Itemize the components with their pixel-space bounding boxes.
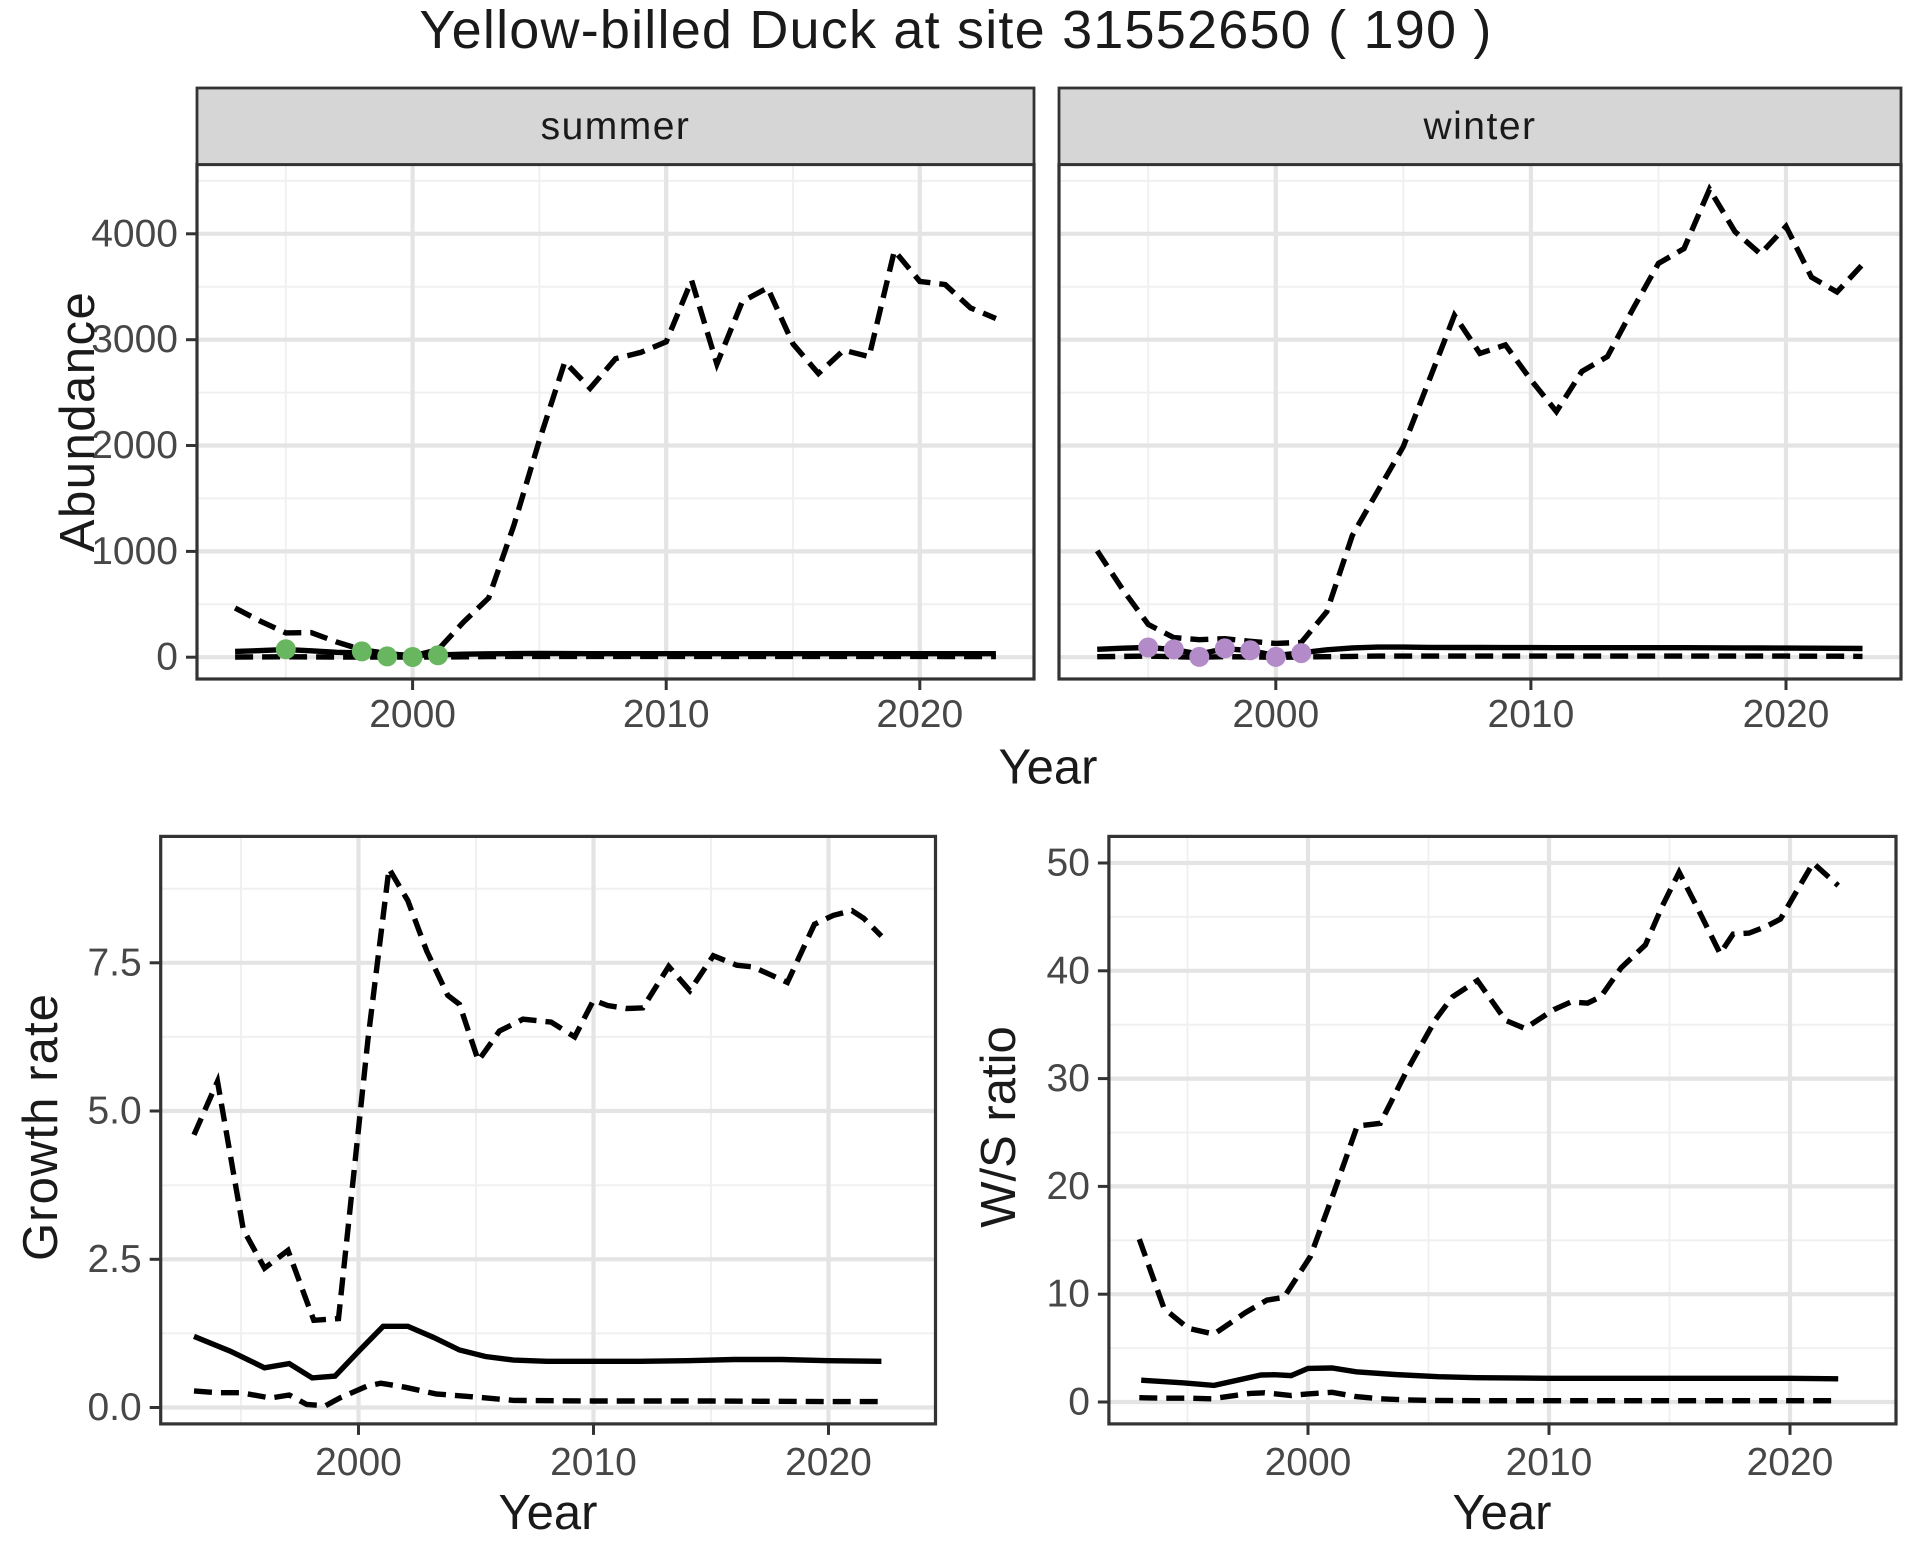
svg-text:30: 30 <box>1047 1057 1090 1100</box>
svg-text:4000: 4000 <box>91 212 178 255</box>
svg-text:3000: 3000 <box>91 318 178 361</box>
svg-text:2000: 2000 <box>315 1441 402 1484</box>
svg-text:2000: 2000 <box>1265 1441 1352 1484</box>
svg-text:0: 0 <box>156 636 178 679</box>
svg-text:5.0: 5.0 <box>87 1090 141 1133</box>
svg-text:Yellow-billed Duck at site 315: Yellow-billed Duck at site 31552650 ( 19… <box>419 0 1492 60</box>
svg-text:2000: 2000 <box>91 424 178 467</box>
svg-text:2010: 2010 <box>550 1441 637 1484</box>
svg-text:2010: 2010 <box>1488 693 1575 736</box>
svg-text:0: 0 <box>1068 1381 1090 1424</box>
svg-text:W/S ratio: W/S ratio <box>972 1026 1026 1227</box>
svg-text:10: 10 <box>1047 1273 1090 1316</box>
svg-text:2010: 2010 <box>623 693 710 736</box>
svg-text:Year: Year <box>1452 1486 1551 1540</box>
svg-text:50: 50 <box>1047 842 1090 885</box>
svg-text:2010: 2010 <box>1506 1441 1593 1484</box>
svg-text:2000: 2000 <box>1232 693 1319 736</box>
svg-text:Growth rate: Growth rate <box>14 993 68 1261</box>
svg-text:1000: 1000 <box>91 530 178 573</box>
svg-text:2000: 2000 <box>369 693 456 736</box>
svg-text:7.5: 7.5 <box>87 941 141 984</box>
svg-text:summer: summer <box>541 105 691 148</box>
svg-text:20: 20 <box>1047 1165 1090 1208</box>
svg-text:Abundance: Abundance <box>51 291 105 552</box>
svg-text:Year: Year <box>998 741 1097 795</box>
svg-text:2.5: 2.5 <box>87 1238 141 1281</box>
svg-text:Year: Year <box>498 1486 597 1540</box>
svg-text:40: 40 <box>1047 949 1090 992</box>
svg-text:2020: 2020 <box>876 693 963 736</box>
svg-text:2020: 2020 <box>785 1441 872 1484</box>
svg-text:winter: winter <box>1422 105 1536 148</box>
svg-text:2020: 2020 <box>1743 693 1830 736</box>
svg-text:2020: 2020 <box>1747 1441 1834 1484</box>
svg-text:0.0: 0.0 <box>87 1386 141 1429</box>
